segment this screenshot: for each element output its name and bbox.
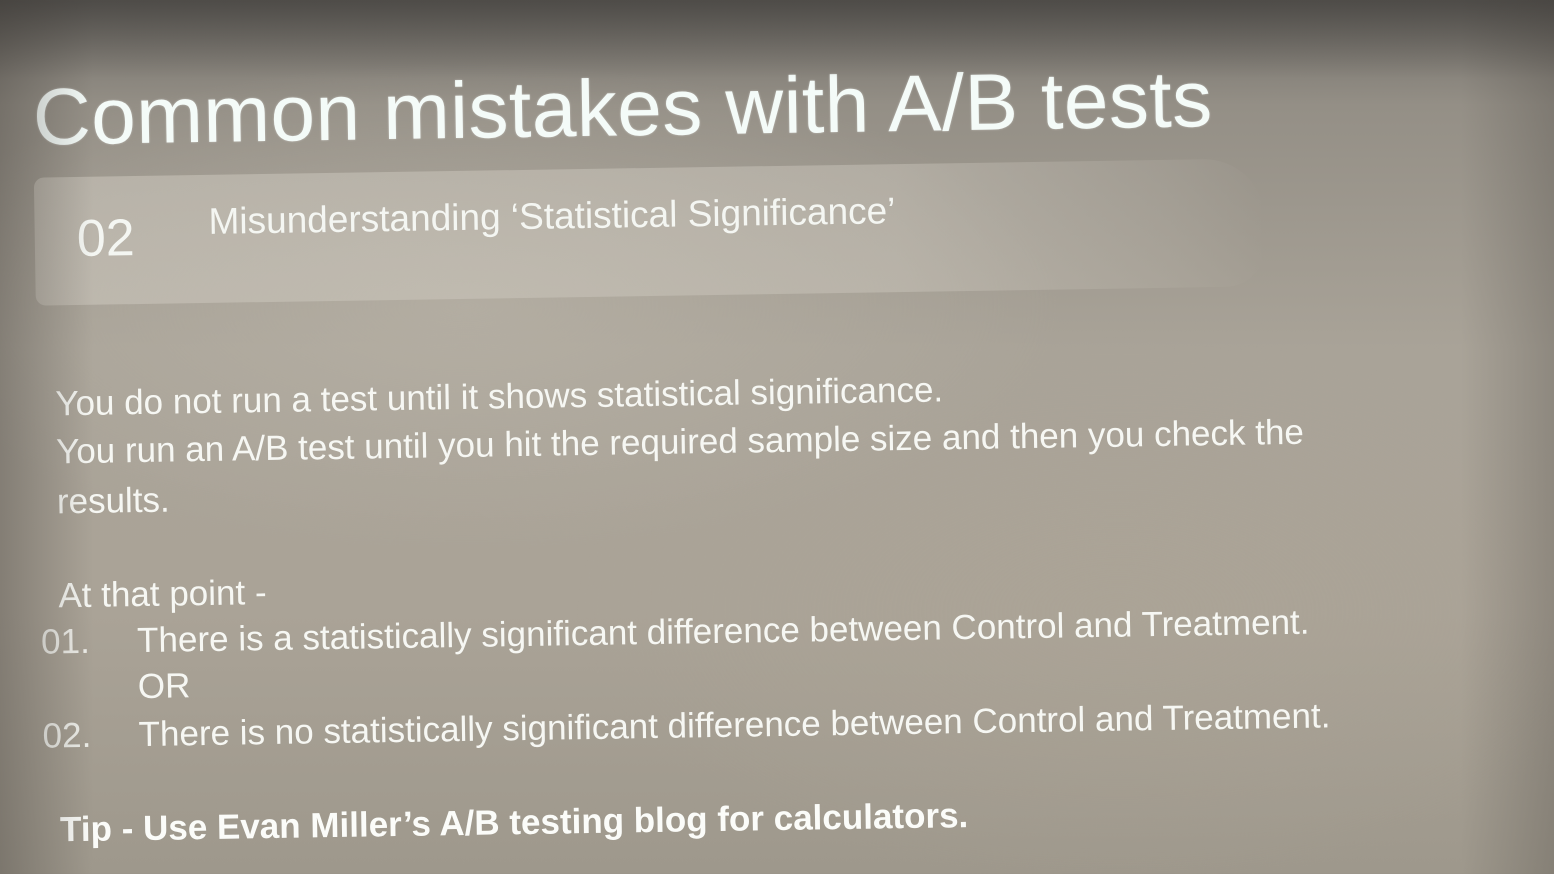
list-item-text: There is a statistically significant dif…: [136, 602, 1310, 661]
list-item-text: There is no statistically significant di…: [138, 696, 1331, 755]
list-item-number: 02.: [42, 715, 92, 756]
list-item-number: 01.: [40, 621, 91, 662]
list-item: 02. There is no statistically significant…: [42, 691, 1331, 761]
slide-title: Common mistakes with A/B tests: [32, 54, 1214, 162]
section-number: 02: [76, 209, 136, 268]
body-line-3: results.: [56, 480, 171, 522]
point-intro: At that point -: [58, 573, 267, 616]
tip-text: Tip - Use Evan Miller’s A/B testing blog…: [59, 796, 969, 850]
or-separator: OR: [137, 666, 191, 707]
